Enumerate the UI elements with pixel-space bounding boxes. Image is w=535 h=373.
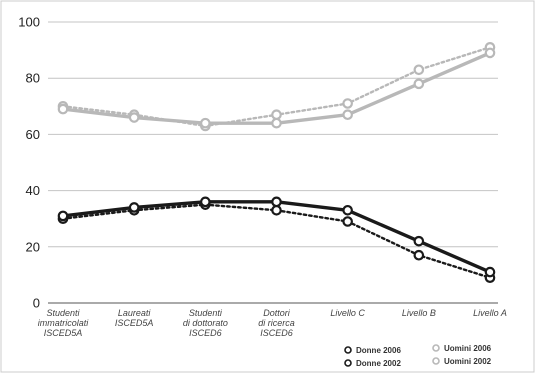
y-tick-label-0: 0 [33,296,40,311]
data-point-uomini-2006-5 [342,109,353,121]
data-point-donne-2006-4 [271,196,282,208]
y-tick-label-20: 20 [26,239,40,254]
data-point-uomini-2002-6 [413,64,425,76]
x-tick-label-3: Studenti di dottorato ISCED6 [183,308,228,338]
x-tick-label-line: Studenti [189,308,223,318]
data-point-donne-2006-1 [57,210,69,222]
x-tick-label-line: ISCED6 [189,328,222,338]
y-tick-label-60: 60 [26,127,40,142]
data-point-donne-2006-7 [484,266,496,278]
x-tick-label-line: di dottorato [183,318,228,328]
x-tick-label-2: Laureati ISCED5A [115,308,154,328]
x-tick-label-line: Livello B [402,308,436,318]
x-tick-label-line: Laureati [118,308,152,318]
y-tick-label-40: 40 [26,183,40,198]
x-tick-label-5: Livello C [330,308,365,318]
x-tick-label-4: Dottori di ricerca ISCED6 [258,308,295,338]
data-point-donne-2002-5 [342,216,353,227]
y-axis: 0 20 40 60 80 100 [18,15,40,311]
y-tick-label-80: 80 [26,71,40,86]
legend-marker-donne-2002 [344,359,352,367]
legend-label-uomini-2002: Uomini 2002 [444,357,492,366]
legend-marker-uomini-2002 [432,357,440,365]
series-group [57,41,496,284]
legend-marker-uomini-2006 [432,344,440,352]
data-point-uomini-2006-3 [200,117,211,129]
legend-label-donne-2002: Donne 2002 [356,359,401,368]
x-tick-label-line: Dottori [263,308,291,318]
data-point-donne-2006-3 [200,196,211,208]
x-tick-label-1: Studenti immatricolati ISCED5A [38,308,90,338]
x-tick-label-line: Livello C [330,308,365,318]
gridlines [48,21,498,304]
data-point-donne-2006-2 [128,202,140,213]
x-tick-label-6: Livello B [402,308,436,318]
x-tick-label-7: Livello A [473,308,507,318]
data-point-uomini-2006-2 [128,112,140,123]
legend: Donne 2006 Donne 2002 Uomini 2006 Uomini 20… [344,344,492,368]
data-point-uomini-2002-5 [342,98,353,109]
data-point-uomini-2002-4 [271,109,282,121]
data-point-uomini-2006-1 [57,103,69,115]
data-point-donne-2006-6 [413,235,425,247]
x-tick-label-line: ISCED5A [44,328,83,338]
x-tick-label-line: ISCED6 [260,328,293,338]
data-point-donne-2002-4 [271,204,282,216]
x-tick-label-line: Livello A [473,308,507,318]
x-tick-label-line: di ricerca [258,318,295,328]
data-point-donne-2006-5 [342,204,353,216]
data-point-uomini-2006-7 [484,47,496,59]
x-tick-label-line: ISCED5A [115,318,154,328]
y-tick-label-100: 100 [18,15,40,30]
data-point-uomini-2006-6 [413,78,425,90]
legend-label-uomini-2006: Uomini 2006 [444,344,492,353]
x-tick-label-line: immatricolati [38,318,90,328]
x-tick-label-line: Studenti [46,308,80,318]
legend-marker-donne-2006 [344,346,352,354]
data-point-uomini-2006-4 [271,117,282,129]
data-point-donne-2002-6 [413,249,425,261]
legend-label-donne-2006: Donne 2006 [356,346,401,355]
